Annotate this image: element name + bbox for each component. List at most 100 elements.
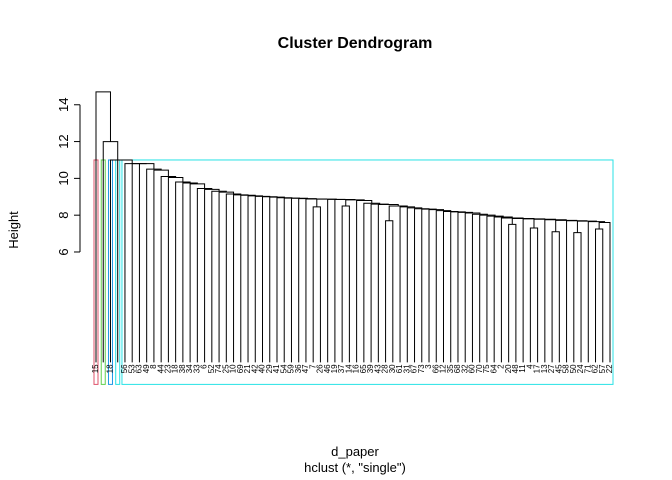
chain-merge xyxy=(363,202,381,363)
leaf-label: 73 xyxy=(417,364,426,373)
chain-merge xyxy=(587,221,606,363)
leaf-label: 14 xyxy=(344,364,353,373)
leaf-label: 45 xyxy=(554,364,563,373)
chain-merge xyxy=(500,217,524,363)
leaf-label: 18 xyxy=(171,364,180,373)
leaf-label: 32 xyxy=(460,364,469,373)
leaf-label: 13 xyxy=(540,364,549,373)
leaf-label: 52 xyxy=(207,364,216,373)
leaf-label: 6 xyxy=(200,364,209,369)
leaf-label: 22 xyxy=(605,364,614,373)
y-tick-label: 10 xyxy=(56,171,71,185)
leaf-label: 58 xyxy=(562,364,571,373)
chain-merge xyxy=(305,198,328,363)
leaf-label: 11 xyxy=(518,364,527,373)
leaf-label: 63 xyxy=(135,364,144,373)
leaf-label: 61 xyxy=(395,364,404,373)
leaf-label: 12 xyxy=(439,364,448,373)
leaf-label: 60 xyxy=(468,364,477,373)
leaf-label: 71 xyxy=(583,364,592,373)
sub-merge xyxy=(341,205,350,363)
chain-merge xyxy=(388,205,408,221)
chain-merge xyxy=(576,220,597,233)
chain-merge xyxy=(522,218,546,363)
leaf-label: 39 xyxy=(366,364,375,373)
leaf-label: 26 xyxy=(316,364,325,373)
leaf-label: 41 xyxy=(272,364,281,373)
leaf-label: 15 xyxy=(91,364,100,373)
leaf-label: 33 xyxy=(192,364,201,373)
leaf-label: 50 xyxy=(569,364,578,373)
leaf-label: 36 xyxy=(294,364,303,373)
leaf-label: 38 xyxy=(178,364,187,373)
leaf-label: 48 xyxy=(511,364,520,373)
sub-merge xyxy=(595,228,604,363)
chain-merge xyxy=(334,199,356,363)
chain-merge xyxy=(316,198,337,207)
y-tick-label: 14 xyxy=(56,98,71,112)
subtitle: hclust (*, "single") xyxy=(304,460,406,475)
leaf-label: 25 xyxy=(221,364,230,373)
leaf-label: 21 xyxy=(243,364,252,373)
leaf-label: 28 xyxy=(381,364,390,373)
y-axis-label: Height xyxy=(6,211,21,249)
chain-merge xyxy=(493,216,513,363)
leaf-label: 65 xyxy=(359,364,368,373)
x-axis-label: d_paper xyxy=(331,444,379,459)
leaf-label: 75 xyxy=(482,364,491,373)
leaf-label: 70 xyxy=(475,364,484,373)
chain-merge xyxy=(544,219,567,363)
leaf-label: 67 xyxy=(410,364,419,373)
leaf-label: 29 xyxy=(265,364,274,373)
leaf-label: 17 xyxy=(533,364,542,373)
leaf-label: 44 xyxy=(156,364,165,373)
y-tick-label: 8 xyxy=(56,212,71,219)
leaf-label: 23 xyxy=(164,364,173,373)
leaf-label: 27 xyxy=(547,364,556,373)
leaf-label: 24 xyxy=(576,364,585,373)
leaf-label: 31 xyxy=(402,364,411,373)
leaf-label: 54 xyxy=(279,364,288,373)
leaf-label: 3 xyxy=(424,364,433,369)
leaf-label: 18 xyxy=(106,364,115,373)
leaf-label: 35 xyxy=(446,364,455,373)
chain-merge xyxy=(377,204,399,363)
leaf-label: 68 xyxy=(453,364,462,373)
leaf-label: 53 xyxy=(127,364,136,373)
leaf-label: 57 xyxy=(598,364,607,373)
leaf-label: 34 xyxy=(185,364,194,373)
sub-merge xyxy=(312,206,321,363)
chain-merge xyxy=(598,222,611,363)
sub-merge xyxy=(573,232,582,363)
chain-merge xyxy=(566,220,588,363)
leaf-label: 59 xyxy=(287,364,296,373)
leaf-label: 37 xyxy=(337,364,346,373)
leaf-label: 62 xyxy=(591,364,600,373)
leaf-label: 69 xyxy=(236,364,245,373)
leaf-label: 19 xyxy=(330,364,339,373)
leaf-label: 43 xyxy=(373,364,382,373)
dendrogram-tree xyxy=(93,91,614,385)
leaf-label: 46 xyxy=(323,364,332,373)
leaf-label: 42 xyxy=(250,364,259,373)
sub-merge xyxy=(508,223,517,363)
leaf-label: 8 xyxy=(149,364,158,369)
leaf-label: 30 xyxy=(388,364,397,373)
y-tick-label: 12 xyxy=(56,134,71,148)
y-tick-label: 6 xyxy=(56,248,71,255)
sub-merge xyxy=(551,231,560,363)
leaf-label: 7 xyxy=(308,364,317,369)
leaf-label: 64 xyxy=(489,364,498,373)
sub-merge xyxy=(385,220,394,363)
y-axis: 6 8 10 12 14 xyxy=(56,98,81,256)
leaf-label: 20 xyxy=(504,364,513,373)
leaf-label: 66 xyxy=(431,364,440,373)
leaf-label: 10 xyxy=(229,364,238,373)
cluster-rect-main xyxy=(121,159,614,385)
leaf-label: 4 xyxy=(525,364,534,369)
leaf-label: 40 xyxy=(258,364,267,373)
root-merge xyxy=(95,91,111,363)
leaf-label: 74 xyxy=(214,364,223,373)
leaf-labels: 15 18 565363498442318383433652742510692142… xyxy=(91,364,614,373)
